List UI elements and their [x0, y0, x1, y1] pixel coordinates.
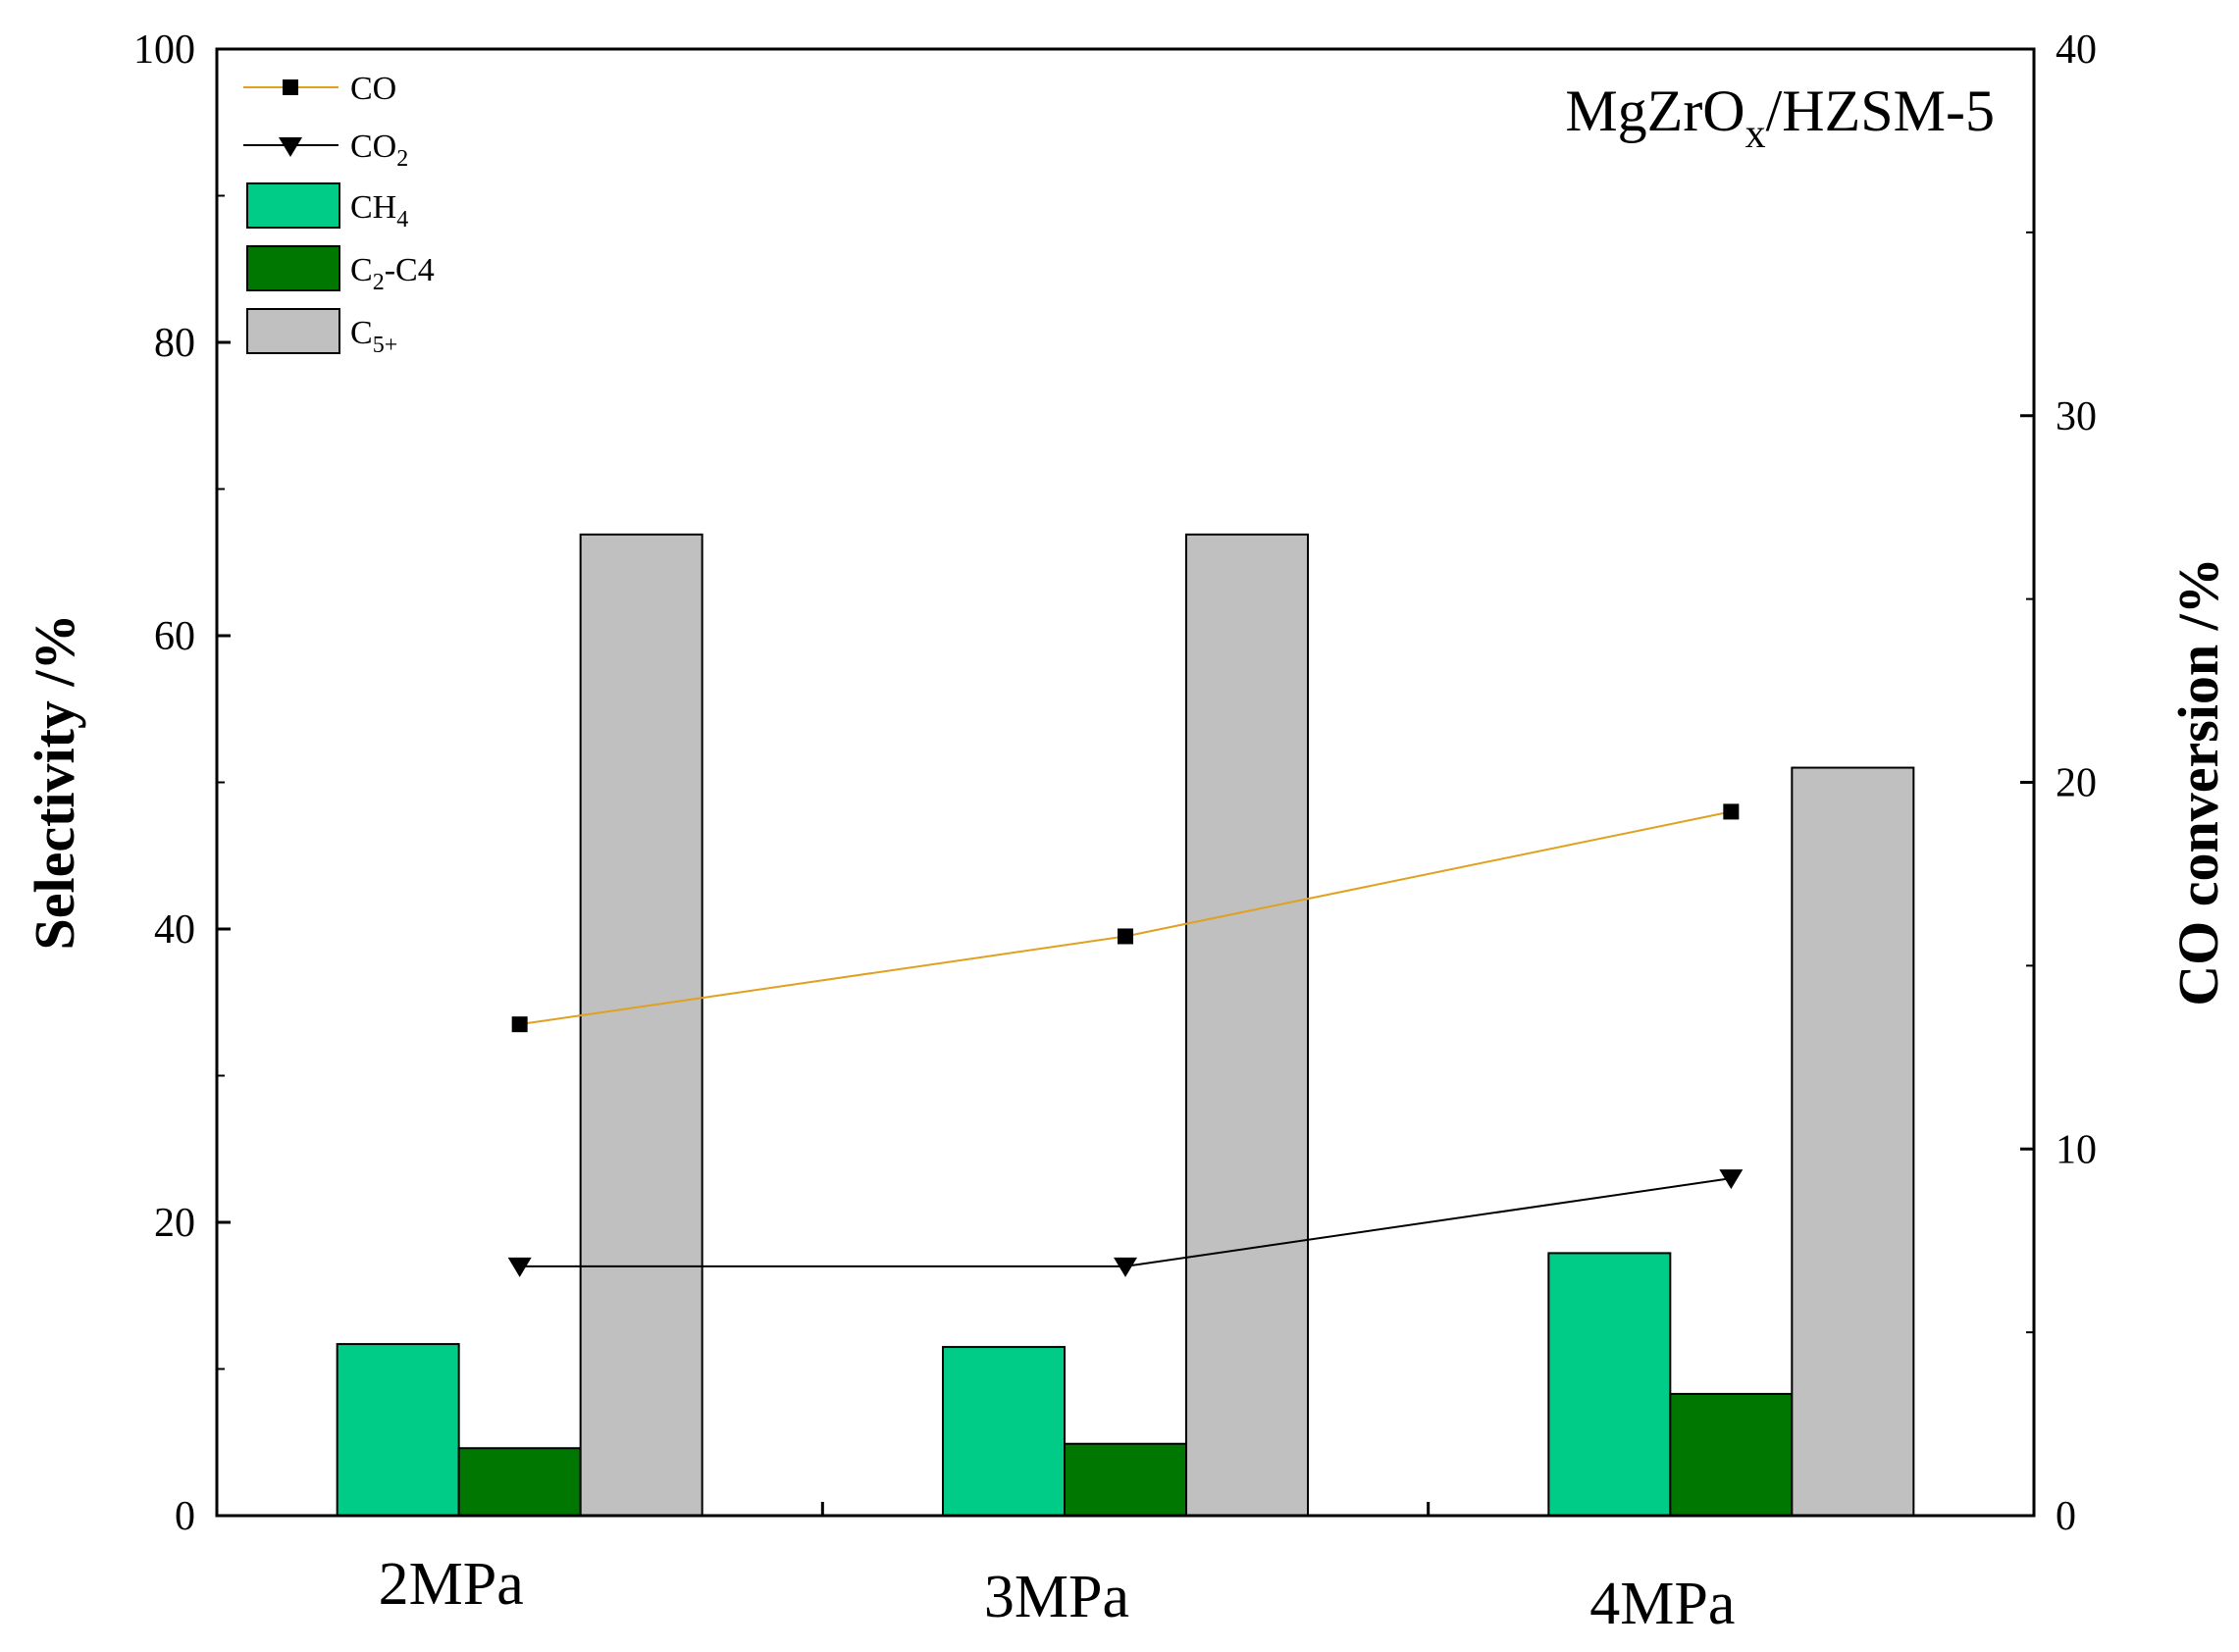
y-tick-label: 100	[133, 27, 195, 73]
legend-c5plus-swatch	[246, 308, 340, 354]
legend-co2-marker	[279, 137, 302, 157]
bar-c5-4mpa	[1791, 766, 1915, 1517]
y-tick-label: 0	[175, 1494, 195, 1539]
marker-co2-4mpa	[1719, 1169, 1744, 1190]
legend-ch4-swatch	[246, 182, 340, 229]
ticks-layer: 0 20 40 60 80 100 0 10 20 30 40 2MPa 3MPa 4MPa	[133, 27, 2097, 1637]
y-tick-label: 80	[154, 321, 195, 366]
y-tick-label: 20	[154, 1201, 195, 1246]
marker-co2-3mpa	[1114, 1257, 1137, 1277]
y2-axis-title: CO conversion /%	[2166, 557, 2230, 1007]
y-tick-label: 40	[154, 907, 195, 953]
x-tick-label: 2MPa	[379, 1551, 524, 1618]
lines-layer	[507, 803, 1744, 1277]
bar-ch4-3mpa	[942, 1346, 1066, 1517]
marker-co-2mpa	[511, 1016, 528, 1033]
legend-c5plus-label: C5+	[350, 315, 397, 358]
legend-c2c4-swatch	[246, 245, 340, 291]
bar-c5-3mpa	[1185, 533, 1309, 1517]
bar-c5-2mpa	[579, 533, 703, 1517]
legend-co2-label: CO2	[350, 129, 408, 172]
bar-c2c4-3mpa	[1064, 1442, 1187, 1517]
catalyst-annotation: MgZrOx/HZSM-5	[1565, 78, 1995, 157]
bar-ch4-4mpa	[1547, 1252, 1672, 1518]
marker-co-3mpa	[1118, 928, 1133, 945]
y2-tick-label: 10	[2056, 1127, 2097, 1172]
legend-c2c4-label: C2-C4	[350, 252, 435, 295]
y-tick-label: 60	[154, 614, 195, 659]
legend-co-marker	[283, 79, 298, 95]
bar-ch4-2mpa	[336, 1343, 460, 1517]
y-axis-title: Selectivity /%	[23, 613, 86, 950]
y2-tick-label: 20	[2056, 761, 2097, 806]
bar-c2c4-4mpa	[1669, 1392, 1794, 1518]
plot-frame	[215, 47, 2036, 1518]
legend-ch4-label: CH4	[350, 189, 408, 232]
x-tick-label: 3MPa	[984, 1564, 1129, 1630]
bars-layer	[336, 533, 1915, 1518]
bar-c2c4-2mpa	[457, 1447, 582, 1517]
legend: CO CO2 CH4 C2-C4 C5+	[243, 71, 435, 358]
y2-tick-label: 0	[2056, 1494, 2076, 1539]
marker-co2-2mpa	[507, 1257, 532, 1277]
marker-co-4mpa	[1723, 803, 1740, 820]
x-tick-label: 4MPa	[1589, 1571, 1735, 1637]
y2-tick-label: 30	[2056, 394, 2097, 439]
legend-co-label: CO	[350, 71, 396, 107]
y2-tick-label: 40	[2056, 27, 2097, 73]
